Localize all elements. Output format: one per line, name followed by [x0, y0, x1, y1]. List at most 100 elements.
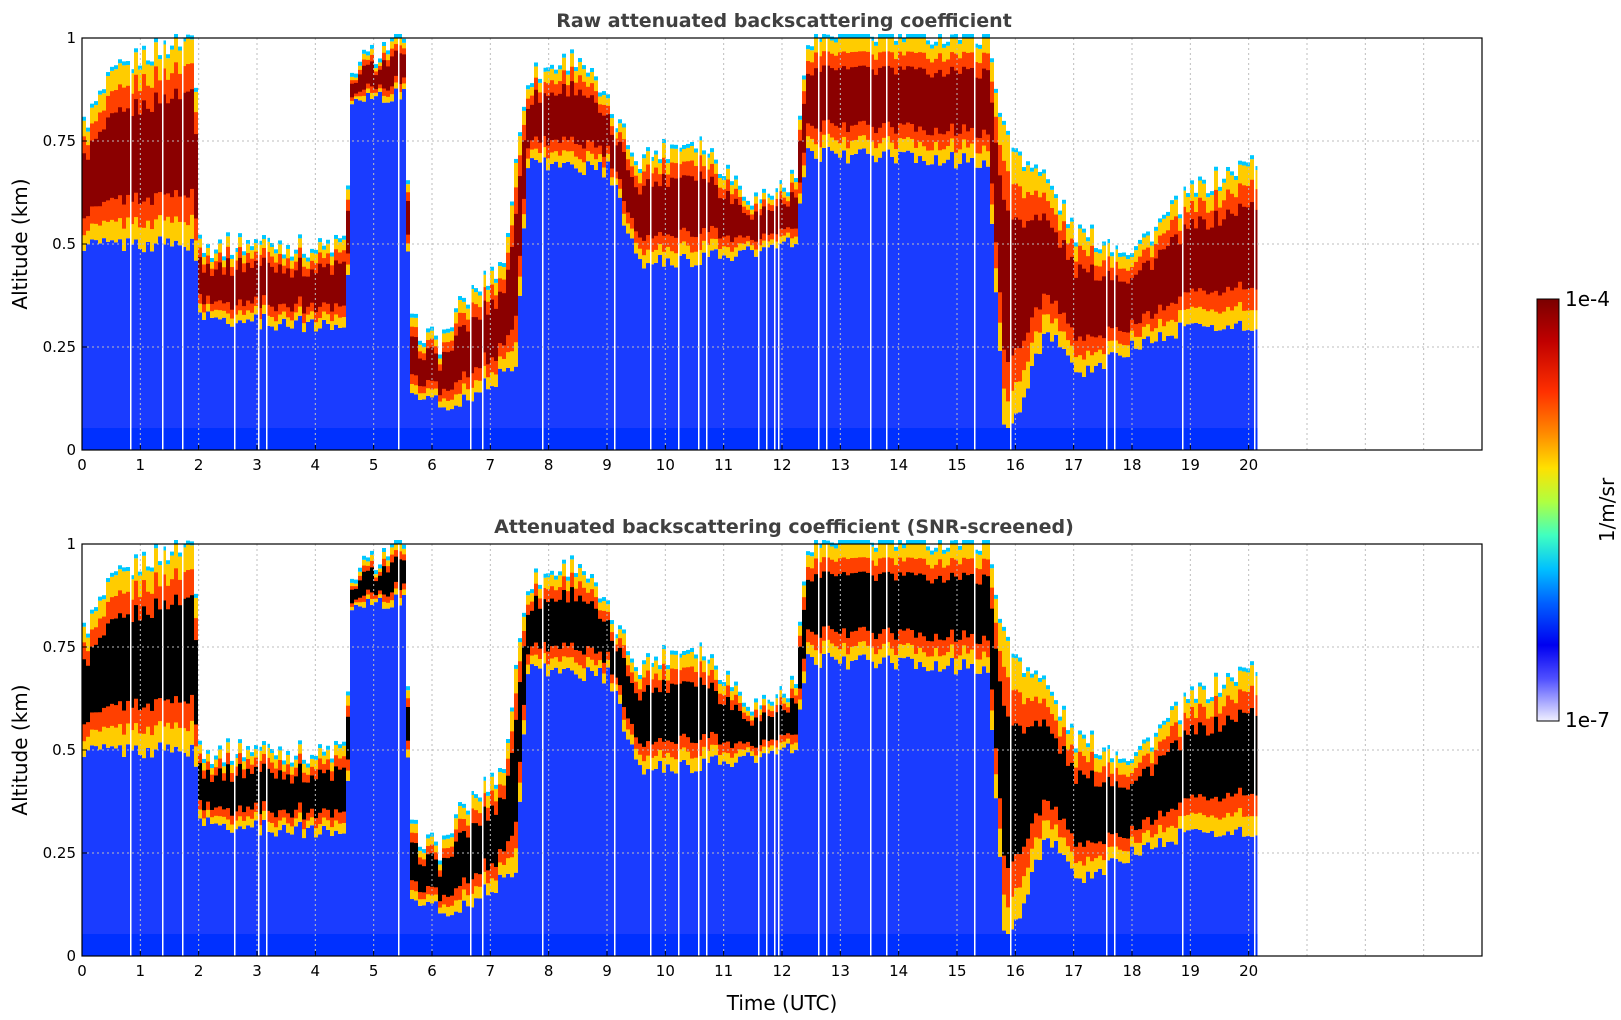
heatmap-cell	[266, 237, 270, 242]
heatmap-cell	[338, 744, 342, 749]
heatmap-cell	[302, 428, 306, 450]
heatmap-cell	[174, 88, 178, 191]
heatmap-cell	[646, 428, 650, 450]
heatmap-cell	[270, 326, 274, 450]
heatmap-cell	[998, 175, 1002, 293]
heatmap-cell	[806, 45, 810, 50]
heatmap-cell	[126, 934, 130, 956]
heatmap-cell	[1178, 428, 1182, 450]
heatmap-cell	[374, 581, 378, 596]
heatmap-cell	[686, 649, 690, 654]
heatmap-cell	[346, 274, 350, 450]
heatmap-cell	[734, 175, 738, 180]
heatmap-cell	[786, 743, 790, 956]
heatmap-cell	[1094, 428, 1098, 450]
heatmap-cell	[426, 854, 430, 886]
heatmap-cell	[910, 540, 914, 544]
heatmap-cell	[1050, 341, 1054, 450]
heatmap-cell	[726, 763, 730, 956]
heatmap-cell	[290, 834, 294, 956]
heatmap-cell	[822, 934, 826, 956]
heatmap-cell	[422, 905, 426, 956]
heatmap-cell	[650, 662, 654, 667]
heatmap-cell	[946, 159, 950, 450]
heatmap-cell	[194, 766, 198, 956]
heatmap-cell	[134, 48, 138, 53]
heatmap-cell	[510, 428, 514, 450]
heatmap-cell	[398, 934, 402, 956]
heatmap-cell	[614, 128, 618, 133]
heatmap-cell	[530, 664, 534, 956]
heatmap-cell	[806, 579, 810, 630]
heatmap-cell	[738, 691, 742, 696]
x-tick-label: 5	[369, 456, 379, 474]
heatmap-cell	[146, 747, 150, 956]
heatmap-cell	[1218, 836, 1222, 956]
heatmap-cell	[526, 614, 530, 655]
heatmap-cell	[146, 60, 150, 65]
heatmap-cell	[1246, 330, 1250, 450]
x-tick-label: 11	[714, 962, 733, 980]
x-tick-label: 12	[772, 962, 791, 980]
heatmap-cell	[794, 197, 798, 229]
heatmap-cell	[146, 566, 150, 571]
heatmap-cell	[178, 46, 182, 51]
heatmap-cell	[406, 201, 410, 235]
heatmap-cell	[910, 428, 914, 450]
heatmap-cell	[958, 669, 962, 956]
heatmap-cell	[702, 934, 706, 956]
heatmap-cell	[886, 65, 890, 122]
heatmap-cell	[262, 819, 266, 956]
heatmap-cell	[630, 658, 634, 663]
heatmap-cell	[222, 934, 226, 956]
heatmap-cell	[90, 609, 94, 614]
x-tick-label: 16	[1006, 456, 1025, 474]
heatmap-cell	[158, 236, 162, 450]
heatmap-cell	[142, 934, 146, 956]
heatmap-cell	[842, 656, 846, 956]
heatmap-cell	[514, 213, 518, 316]
heatmap-cell	[878, 934, 882, 956]
heatmap-cell	[898, 151, 902, 450]
x-tick-label: 2	[194, 962, 204, 980]
heatmap-cell	[422, 849, 426, 854]
heatmap-cell	[226, 258, 230, 303]
heatmap-cell	[666, 764, 670, 956]
heatmap-cell	[338, 934, 342, 956]
heatmap-cell	[630, 934, 634, 956]
heatmap-cell	[390, 37, 394, 42]
heatmap-cell	[802, 934, 806, 956]
heatmap-cell	[550, 598, 554, 647]
heatmap-cell	[1226, 934, 1230, 956]
heatmap-cell	[1102, 276, 1106, 339]
heatmap-cell	[210, 428, 214, 450]
heatmap-cell	[810, 656, 814, 956]
heatmap-cell	[562, 162, 566, 450]
heatmap-cell	[586, 72, 590, 77]
heatmap-cell	[878, 663, 882, 956]
heatmap-cell	[1106, 745, 1110, 750]
heatmap-cell	[274, 249, 278, 254]
heatmap-cell	[246, 745, 250, 750]
heatmap-cell	[358, 934, 362, 956]
heatmap-cell	[1074, 277, 1078, 341]
heatmap-cell	[642, 774, 646, 956]
heatmap-cell	[538, 428, 542, 450]
x-tick-label: 8	[544, 456, 554, 474]
heatmap-cell	[942, 428, 946, 450]
heatmap-cell	[378, 58, 382, 63]
heatmap-cell	[998, 934, 1002, 956]
heatmap-cell	[314, 837, 318, 956]
heatmap-cell	[742, 755, 746, 956]
heatmap-cell	[1174, 844, 1178, 956]
heatmap-cell	[90, 745, 94, 956]
x-tick-label: 1	[136, 456, 146, 474]
heatmap-cell	[566, 70, 570, 75]
heatmap-gap	[1106, 38, 1108, 450]
heatmap-cell	[642, 154, 646, 159]
heatmap-cell	[418, 340, 422, 345]
heatmap-cell	[874, 668, 878, 956]
heatmap-cell	[686, 258, 690, 450]
heatmap-cell	[1022, 397, 1026, 450]
heatmap-cell	[934, 41, 938, 46]
